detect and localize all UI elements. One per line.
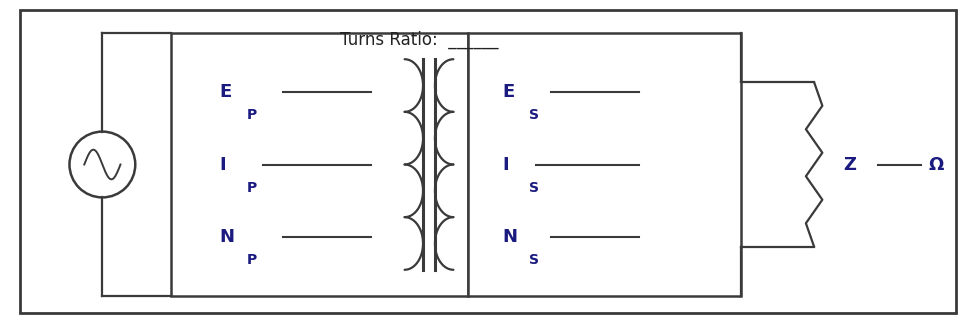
Text: N: N xyxy=(219,228,234,246)
Text: P: P xyxy=(247,253,257,267)
Text: Turns Ratio:  ______: Turns Ratio: ______ xyxy=(340,30,498,49)
Text: P: P xyxy=(247,181,257,194)
Text: E: E xyxy=(219,83,232,101)
FancyBboxPatch shape xyxy=(468,33,741,296)
Text: E: E xyxy=(502,83,515,101)
Text: N: N xyxy=(502,228,517,246)
Text: I: I xyxy=(502,156,509,173)
Text: P: P xyxy=(247,108,257,122)
Text: Z: Z xyxy=(843,156,856,173)
Text: I: I xyxy=(219,156,226,173)
Text: S: S xyxy=(529,108,539,122)
Text: Ω: Ω xyxy=(928,156,944,173)
Text: S: S xyxy=(529,181,539,194)
Text: S: S xyxy=(529,253,539,267)
FancyBboxPatch shape xyxy=(20,10,956,313)
FancyBboxPatch shape xyxy=(171,33,468,296)
